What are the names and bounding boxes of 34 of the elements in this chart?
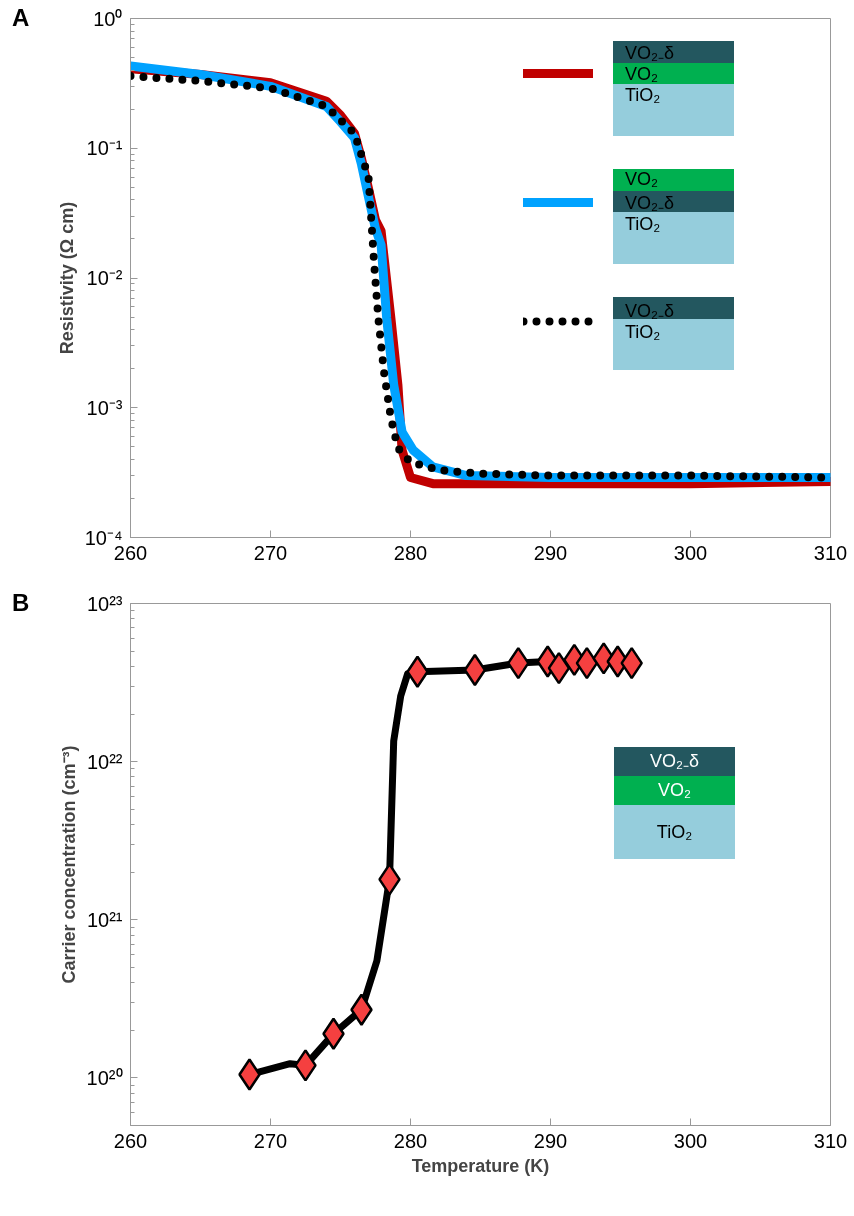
x-tick-label: 300 [673, 1129, 708, 1152]
x-tick-label: 310 [813, 1129, 848, 1152]
x-tick-label: 290 [533, 541, 568, 564]
y-axis-title: Resistivity (Ω cm) [56, 201, 77, 355]
legend-label: VO₂₋δ TiO₂ [625, 300, 675, 344]
y-tick-label: 10⁻¹ [86, 137, 123, 160]
annotation: TiO₂ [614, 805, 735, 859]
picture-layer-stack: VO₂₋δ VO₂ TiO₂ [614, 747, 735, 859]
y-tick-label: 10⁰ [93, 7, 123, 30]
y-tick-label: 10²³ [86, 592, 123, 615]
point [463, 653, 487, 687]
y-tick-label: 10⁻² [86, 267, 123, 289]
legend-label: VO₂₋δ VO₂ TiO₂ [625, 42, 675, 107]
annotation: VO₂ [614, 776, 735, 805]
y-tick-label: 10²² [86, 750, 123, 773]
x-tick-label: 280 [393, 1129, 428, 1152]
x-tick-label: 260 [113, 1129, 148, 1152]
legend-label: VO₂ VO₂₋δ TiO₂ [625, 169, 675, 236]
annotation: VO₂₋δ [614, 747, 735, 776]
x-tick-label: 280 [393, 541, 428, 564]
x-tick-label: 310 [813, 541, 848, 564]
x-axis-title: Temperature (K) [411, 1155, 550, 1176]
y-tick-label: 10²⁰ [86, 1066, 123, 1089]
chart-title: A [12, 4, 30, 32]
point [547, 651, 571, 685]
x-tick-label: 270 [253, 1129, 288, 1152]
x-tick-label: 290 [533, 1129, 568, 1152]
x-tick-label: 300 [673, 541, 708, 564]
y-axis-title: Carrier concentration (cm⁻³) [58, 745, 79, 984]
point [575, 646, 599, 680]
y-tick-label: 10²¹ [86, 908, 123, 931]
x-tick-label: 270 [253, 541, 288, 564]
chart-title: B [12, 589, 30, 617]
y-tick-label: 10⁻³ [86, 396, 123, 419]
